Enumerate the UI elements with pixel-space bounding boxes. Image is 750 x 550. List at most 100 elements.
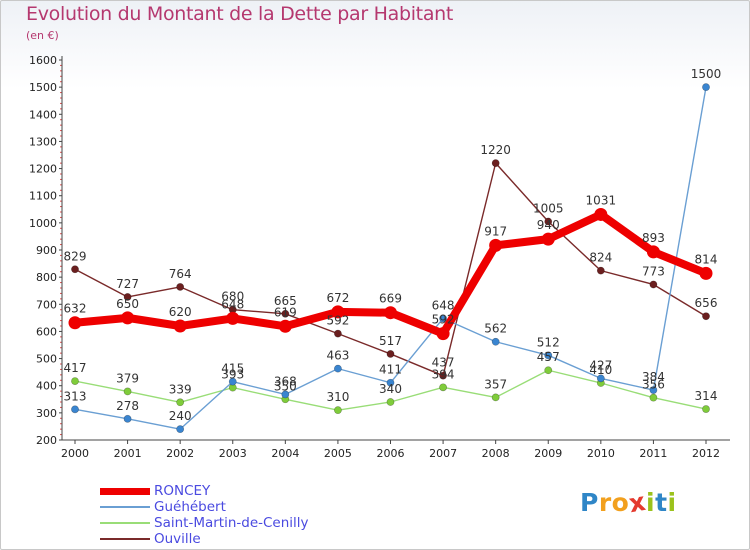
y-minor-tick [60,102,62,104]
data-point [71,405,79,414]
data-label: 384 [642,370,665,384]
data-label: 427 [589,358,612,372]
y-minor-tick [60,423,62,425]
y-minor-tick [60,368,62,370]
data-label: 592 [432,313,455,327]
x-tick-label: 2006 [377,447,405,460]
data-label: 1005 [533,202,564,216]
y-minor-tick [60,189,62,191]
y-tick-label: 1500 [29,81,57,94]
data-label: 773 [642,264,665,278]
data-label: 437 [432,356,455,370]
chart-legend: RONCEY Guéhébert Saint-Martin-de-Cenilly Ou… [100,483,309,547]
legend-item: RONCEY [100,483,309,499]
y-minor-tick [60,97,62,99]
y-tick-label: 400 [36,380,57,393]
chart-subtitle: (en €) [26,29,59,42]
data-label: 394 [432,367,455,381]
y-minor-tick [60,379,62,381]
legend-label: Guéhébert [154,499,226,515]
data-point [489,238,503,252]
data-point [699,266,713,280]
data-point [702,83,710,92]
data-label: 648 [432,298,455,312]
data-point [278,319,292,333]
y-minor-tick [60,336,62,338]
data-label: 680 [221,290,244,304]
y-minor-tick [60,135,62,137]
data-label: 648 [221,297,244,311]
data-point [702,405,710,413]
y-minor-tick [60,374,62,376]
y-minor-tick [60,292,62,294]
y-minor-tick [60,352,62,354]
y-minor-tick [60,157,62,159]
data-label: 410 [589,363,612,377]
data-label: 592 [326,314,349,328]
logo-letter: t [655,488,668,517]
legend-label: Saint-Martin-de-Cenilly [154,515,309,531]
data-point [544,366,553,375]
y-tick-label: 300 [36,407,57,420]
y-minor-tick [60,314,62,316]
data-label: 727 [116,277,139,291]
data-label: 917 [484,224,507,238]
data-point [281,309,290,318]
y-minor-tick [60,233,62,235]
x-tick-label: 2002 [166,447,194,460]
data-label: 619 [274,305,297,319]
y-minor-tick [60,178,62,180]
data-point [439,314,447,323]
y-minor-tick [60,227,62,229]
data-point [491,159,500,168]
legend-swatch [100,522,150,524]
data-point [439,371,447,380]
y-minor-tick [60,265,62,267]
y-minor-tick [60,390,62,392]
data-point [176,425,185,434]
y-minor-tick [60,396,62,398]
data-label: 1500 [691,67,722,81]
data-point [121,311,135,325]
data-label: 764 [169,267,192,281]
data-point [386,378,395,387]
data-point [386,398,395,406]
data-label: 650 [116,297,139,311]
y-minor-tick [60,434,62,436]
y-tick-label: 800 [36,271,57,284]
y-minor-tick [60,119,62,121]
y-minor-tick [60,146,62,148]
data-label: 672 [326,291,349,305]
data-point [384,306,397,320]
y-minor-tick [60,81,62,83]
data-point [702,312,710,321]
data-label: 620 [169,305,192,319]
y-minor-tick [60,92,62,94]
y-minor-tick [60,124,62,126]
data-label: 665 [274,294,297,308]
logo-letter: i [646,488,656,517]
data-label: 517 [379,334,402,348]
data-label: 411 [379,363,402,377]
logo-letter: r [598,488,612,517]
data-point [334,329,342,338]
y-minor-tick [60,298,62,300]
x-tick-label: 2001 [114,447,142,460]
data-point [226,311,240,325]
data-point [594,207,608,221]
x-tick-label: 2008 [482,447,510,460]
data-label: 278 [116,399,139,413]
data-label: 829 [64,249,87,263]
y-minor-tick [60,260,62,262]
y-minor-tick [60,271,62,273]
data-point [123,293,132,301]
y-minor-tick [60,130,62,132]
data-point [173,319,187,333]
y-minor-tick [60,206,62,208]
y-minor-tick [60,417,62,419]
y-tick-label: 900 [36,244,57,257]
logo-letter: i [667,488,677,517]
data-point [596,266,605,275]
y-tick-label: 1300 [29,135,57,148]
data-label: 463 [326,349,349,363]
